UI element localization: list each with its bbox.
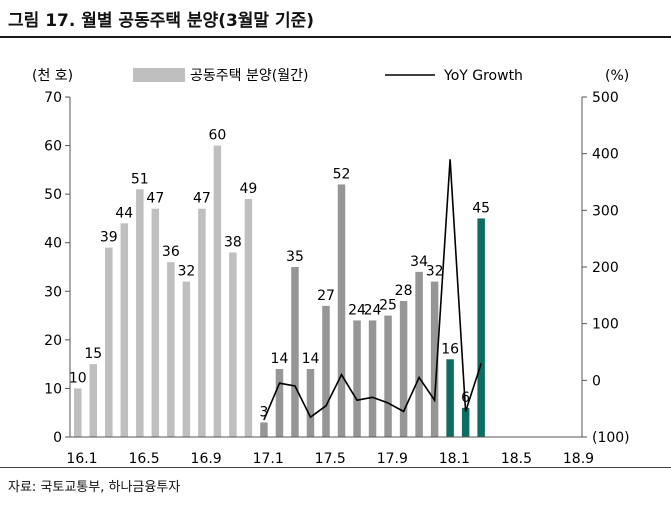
bar	[477, 218, 485, 437]
x-tick-label: 17.5	[315, 451, 346, 467]
bar-value-label: 35	[286, 249, 304, 265]
right-tick-label: 300	[592, 203, 619, 219]
bar	[89, 364, 98, 437]
legend-bar-swatch	[133, 68, 185, 82]
right-tick-label: 0	[592, 373, 601, 389]
bar-value-label: 28	[395, 283, 413, 299]
right-axis-unit: (%)	[605, 68, 629, 84]
bar-value-label: 6	[461, 390, 470, 406]
bar-value-label: 60	[208, 128, 226, 144]
right-tick-label: (100)	[592, 430, 630, 446]
bar-value-label: 14	[302, 351, 320, 367]
bar	[120, 223, 129, 437]
bar-value-label: 52	[333, 166, 351, 182]
source-divider	[0, 467, 671, 468]
x-tick-label: 18.1	[439, 451, 470, 467]
bar-value-label: 44	[115, 205, 133, 221]
x-tick-label: 16.1	[66, 451, 97, 467]
bar-value-label: 15	[84, 346, 102, 362]
bar-value-label: 24	[348, 302, 366, 318]
x-tick-label: 18.9	[563, 451, 594, 467]
bar-value-label: 45	[472, 200, 490, 216]
bar-value-label: 14	[271, 351, 289, 367]
bar	[306, 369, 315, 437]
right-tick-label: 400	[592, 147, 619, 163]
bar	[136, 189, 144, 437]
bar	[260, 422, 268, 437]
bar	[446, 359, 454, 437]
bar	[415, 271, 423, 437]
source-note: 자료: 국토교통부, 하나금융투자	[8, 480, 181, 495]
right-tick-label: 500	[592, 90, 619, 106]
bar-value-label: 49	[240, 181, 258, 197]
x-tick-label: 17.9	[377, 451, 408, 467]
bar	[384, 315, 392, 437]
bar	[198, 208, 206, 437]
bar	[353, 320, 361, 437]
bar-value-label: 38	[224, 234, 242, 250]
bar-value-label: 34	[410, 254, 428, 270]
chart-title: 그림 17. 월별 공동주택 분양(3월말 기준)	[8, 11, 315, 31]
bar	[151, 208, 160, 437]
left-tick-label: 30	[44, 284, 62, 300]
bar	[275, 369, 284, 437]
right-tick-label: 200	[592, 260, 619, 276]
bar-value-label: 16	[441, 341, 459, 357]
bar-value-label: 25	[379, 298, 397, 314]
left-tick-label: 60	[44, 139, 62, 155]
left-tick-label: 20	[44, 333, 62, 349]
bar-value-label: 10	[69, 370, 87, 386]
left-tick-label: 70	[44, 90, 62, 106]
bar-value-label: 27	[317, 288, 335, 304]
left-tick-label: 10	[44, 381, 62, 397]
bar-value-label: 39	[100, 230, 118, 246]
left-tick-label: 50	[44, 187, 62, 203]
bar-value-label: 36	[162, 244, 180, 260]
x-tick-label: 18.5	[501, 451, 532, 467]
bar	[167, 262, 175, 437]
legend-line-label: YoY Growth	[443, 68, 523, 84]
title-divider	[0, 36, 671, 38]
bar-value-label: 47	[193, 191, 211, 207]
bar	[182, 281, 191, 437]
x-tick-label: 16.9	[191, 451, 222, 467]
bar-value-label: 32	[426, 264, 444, 280]
bar	[368, 320, 377, 437]
bar	[461, 407, 470, 437]
bar	[213, 145, 222, 438]
x-tick-label: 17.1	[253, 451, 284, 467]
bar-value-label: 32	[177, 264, 195, 280]
bar	[430, 281, 439, 437]
bar	[399, 301, 408, 437]
bar	[74, 388, 82, 437]
bar	[322, 305, 330, 437]
bar-value-label: 24	[364, 302, 382, 318]
bar-value-label: 47	[146, 191, 164, 207]
legend-bar-label: 공동주택 분양(월간)	[190, 68, 308, 84]
bar	[244, 199, 253, 437]
bar-value-label: 3	[259, 404, 268, 420]
x-tick-label: 16.5	[128, 451, 159, 467]
left-tick-label: 0	[53, 430, 62, 446]
yoy-growth-line	[263, 159, 482, 421]
bar	[105, 247, 113, 437]
bar	[229, 252, 237, 437]
bar	[291, 267, 299, 437]
bar-value-label: 51	[131, 171, 149, 187]
left-tick-label: 40	[44, 236, 62, 252]
right-tick-label: 100	[592, 317, 619, 333]
left-axis-unit: (천 호)	[32, 68, 73, 84]
bar	[337, 184, 346, 437]
